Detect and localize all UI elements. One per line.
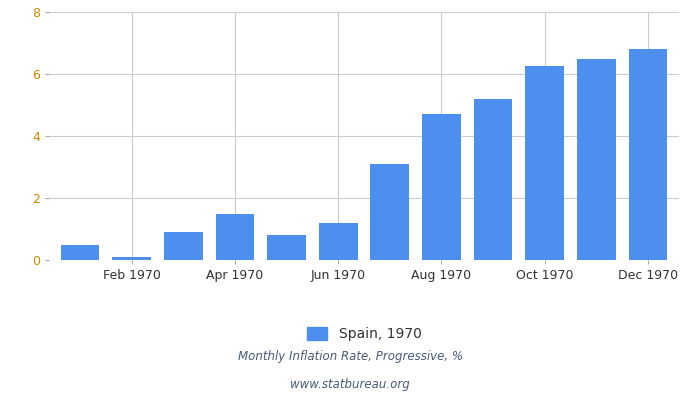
Legend: Spain, 1970: Spain, 1970: [301, 322, 427, 347]
Bar: [112, 257, 151, 260]
Bar: [61, 244, 99, 260]
Text: www.statbureau.org: www.statbureau.org: [290, 378, 410, 391]
Bar: [164, 232, 202, 260]
Bar: [318, 223, 358, 260]
Text: Monthly Inflation Rate, Progressive, %: Monthly Inflation Rate, Progressive, %: [237, 350, 463, 363]
Bar: [422, 114, 461, 260]
Bar: [577, 58, 616, 260]
Bar: [216, 214, 254, 260]
Bar: [526, 66, 564, 260]
Bar: [474, 99, 512, 260]
Bar: [267, 235, 306, 260]
Bar: [629, 49, 667, 260]
Bar: [370, 164, 410, 260]
